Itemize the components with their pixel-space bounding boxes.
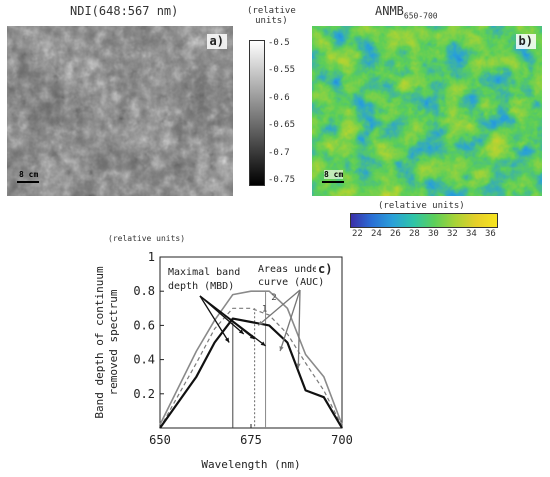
panel-a-scale-label: 8 cm <box>19 170 39 179</box>
panel-a-colorbar-tick: -0.65 <box>268 120 296 131</box>
y-tick-label: 0.4 <box>133 353 155 367</box>
x-tick-label: 675 <box>240 433 262 447</box>
panel-b-texture <box>312 26 542 196</box>
auc-arrow-1-head <box>258 320 264 326</box>
chart-letter-bg <box>316 261 338 277</box>
curve-marker-1: 1 <box>262 305 267 315</box>
panel-b-colorbar-tick: 36 <box>485 229 496 239</box>
panel-b-colorbar-tick: 24 <box>371 229 382 239</box>
mbd-arrow-3-head <box>249 334 255 340</box>
panel-b-colorbar-tick: 30 <box>428 229 439 239</box>
panel-b-title-main: ANMB <box>375 4 404 18</box>
mbd-annotation-line-2: depth (MBD) <box>168 281 234 292</box>
panel-b-title: ANMB650-700 <box>375 4 438 20</box>
panel-a-colorbar-tick: -0.55 <box>268 65 296 76</box>
panel-a-colorbar <box>249 40 265 186</box>
panel-a-colorbar-tick: -0.5 <box>268 38 290 48</box>
mbd-arrow-4 <box>199 295 266 347</box>
mbd-annotation-line-1: Maximal band <box>168 267 240 278</box>
mbd-arrow-1-head <box>224 337 230 343</box>
chart-unit-label: (relative units) <box>108 234 186 243</box>
x-axis-label: Wavelength (nm) <box>201 458 300 471</box>
panel-a-colorbar-tick: -0.75 <box>268 175 296 185</box>
panel-b-colorbar-tick: 32 <box>447 229 458 239</box>
mbd-arrow-2-head <box>238 329 244 334</box>
panel-a-scalebar: 8 cm <box>17 170 57 188</box>
mbd-arrow-4-head <box>260 341 266 346</box>
panel-a-colorbar-unit: (relative units) <box>247 6 296 26</box>
y-axis-label: Band depth of continuumremoved spectrum <box>93 266 120 419</box>
panel-b-letter: b) <box>515 34 536 49</box>
panel-a-letter: a) <box>206 34 227 49</box>
panel-b-colorbar-tick: 28 <box>409 229 420 239</box>
panel-b-colorbar-tick: 22 <box>352 229 363 239</box>
panel-a-image: a) 8 cm <box>7 26 233 196</box>
y-tick-label: 0.2 <box>133 387 155 401</box>
panel-b-colorbar-tick: 26 <box>390 229 401 239</box>
y-tick-label: 1 <box>148 250 155 264</box>
panel-a-texture <box>7 26 233 196</box>
panel-a-colorbar-tick: -0.6 <box>268 92 290 103</box>
y-tick-label: 0.6 <box>133 318 155 332</box>
auc-annotation-line-2: curve (AUC) <box>258 277 324 288</box>
auc-arrow-2 <box>279 289 301 352</box>
panel-a-colorbar-tick: -0.7 <box>268 147 290 158</box>
mbd-arrow-1 <box>199 295 230 343</box>
auc-arrow-3-head <box>296 363 301 369</box>
panel-b-scale-label: 8 cm <box>324 170 344 179</box>
panel-b-title-sub: 650-700 <box>403 11 438 21</box>
x-tick-label: 650 <box>149 433 171 447</box>
panel-b-image: b) 8 cm <box>312 26 542 196</box>
panel-b-scalebar: 8 cm <box>322 170 362 188</box>
panel-a-title: NDI(648:567 nm) <box>70 4 179 18</box>
series-line-2 <box>159 307 343 429</box>
series-line-1 <box>159 290 343 425</box>
auc-arrow-2-head <box>279 346 284 352</box>
auc-arrow-3 <box>297 289 301 369</box>
panel-b-colorbar-unit: (relative units) <box>378 201 465 211</box>
auc-annotation-line-1: Areas under <box>258 264 324 275</box>
x-tick-label: 700 <box>331 433 353 447</box>
chart-letter: c) <box>318 262 332 276</box>
curve-marker-2: 2 <box>271 293 276 303</box>
panel-b-colorbar <box>350 213 498 228</box>
panel-b-colorbar-tick: 34 <box>466 229 477 239</box>
y-tick-label: 0.8 <box>133 284 155 298</box>
auc-arrow-1 <box>257 289 301 326</box>
